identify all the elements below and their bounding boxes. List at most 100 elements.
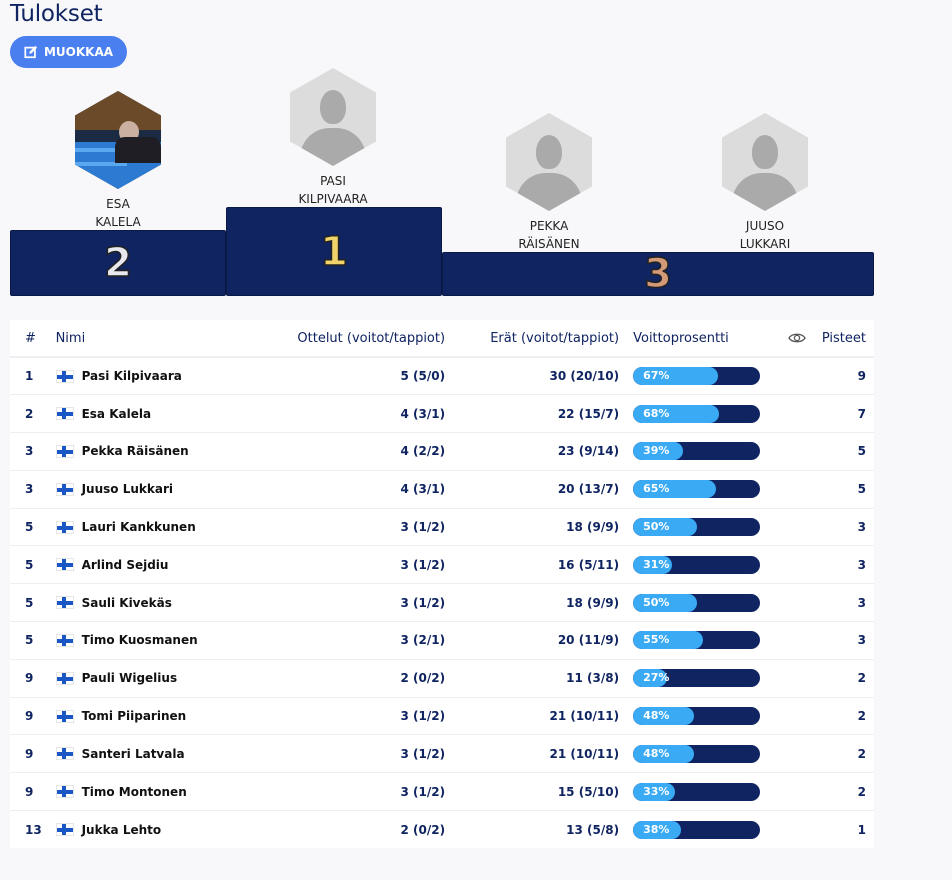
win-pct-label: 67% — [643, 369, 670, 383]
row-player-name[interactable]: Tomi Piiparinen — [81, 709, 187, 724]
row-player-name[interactable]: Pekka Räisänen — [81, 444, 189, 459]
win-pct-bar: 50% — [633, 593, 761, 612]
table-row[interactable]: 3 Juuso Lukkari 4 (3/1) 20 (13/7) 65% 5 — [10, 470, 874, 509]
player-last-name: KALELA — [95, 215, 141, 229]
row-matches: 3 (1/2) — [228, 583, 456, 623]
row-player-name[interactable]: Pauli Wigelius — [81, 671, 178, 686]
row-rank: 5 — [10, 508, 56, 547]
podium-place-2: 2 — [103, 239, 132, 287]
win-pct-bar-fill — [633, 744, 695, 763]
row-sets: 22 (15/7) — [455, 394, 634, 434]
player-last-name: LUKKARI — [739, 237, 791, 251]
row-points: 3 — [821, 621, 874, 660]
table-row[interactable]: 5 Timo Kuosmanen 3 (2/1) 20 (11/9) 55% 3 — [10, 621, 874, 660]
row-points: 5 — [821, 470, 874, 509]
win-pct-label: 27% — [643, 671, 670, 685]
win-pct-bar-fill — [633, 820, 682, 839]
table-row[interactable]: 5 Sauli Kivekäs 3 (1/2) 18 (9/9) 50% 3 — [10, 583, 874, 623]
win-pct-label: 39% — [643, 444, 670, 458]
win-pct-label: 50% — [643, 520, 670, 534]
finland-flag-icon — [55, 596, 74, 610]
row-player-name[interactable]: Sauli Kivekäs — [81, 595, 172, 610]
row-player-name[interactable]: Timo Montonen — [81, 784, 187, 799]
row-player-name[interactable]: Santeri Latvala — [81, 746, 185, 761]
row-matches: 4 (3/1) — [228, 470, 456, 509]
win-pct-label: 48% — [643, 746, 670, 760]
win-pct-label: 68% — [643, 406, 670, 420]
row-rank: 5 — [10, 621, 56, 660]
table-row[interactable]: 5 Arlind Sejdiu 3 (1/2) 16 (5/11) 31% 3 — [10, 545, 874, 585]
podium-player-third-b[interactable]: JUUSO LUKKARI — [705, 113, 825, 253]
row-points: 2 — [821, 659, 874, 698]
row-player-name[interactable]: Pasi Kilpivaara — [81, 369, 182, 384]
win-pct-bar: 39% — [633, 442, 761, 461]
player-first-name: PASI — [320, 174, 346, 188]
header-name[interactable]: Nimi — [55, 320, 229, 358]
header-win-pct[interactable]: Voittoprosentti — [633, 320, 773, 358]
table-row[interactable]: 1 Pasi Kilpivaara 5 (5/0) 30 (20/10) 67%… — [10, 357, 874, 396]
finland-flag-icon — [55, 407, 74, 421]
row-sets: 15 (5/10) — [455, 772, 634, 812]
podium-player-first[interactable]: PASI KILPIVAARA — [273, 68, 393, 208]
table-row[interactable]: 5 Lauri Kankkunen 3 (1/2) 18 (9/9) 50% 3 — [10, 508, 874, 547]
row-points: 5 — [821, 432, 874, 471]
table-row[interactable]: 13 Jukka Lehto 2 (0/2) 13 (5/8) 38% 1 — [10, 811, 874, 849]
row-player-name[interactable]: Esa Kalela — [81, 406, 152, 421]
row-sets: 18 (9/9) — [455, 508, 634, 547]
row-player-name[interactable]: Lauri Kankkunen — [81, 520, 196, 535]
row-player-name[interactable]: Timo Kuosmanen — [81, 633, 198, 648]
header-visibility[interactable] — [772, 320, 822, 358]
row-matches: 3 (1/2) — [228, 697, 456, 736]
win-pct-bar-fill — [633, 367, 719, 386]
player-last-name: RÄISÄNEN — [518, 237, 580, 251]
header-matches[interactable]: Ottelut (voitot/tappiot) — [228, 320, 456, 358]
podium-player-third-a[interactable]: PEKKA RÄISÄNEN — [489, 113, 609, 253]
row-sets: 16 (5/11) — [455, 545, 634, 585]
podium-block-first: 1 — [226, 207, 442, 296]
table-row[interactable]: 2 Esa Kalela 4 (3/1) 22 (15/7) 68% 7 — [10, 394, 874, 434]
win-pct-label: 55% — [643, 633, 670, 647]
win-pct-bar-fill — [633, 518, 697, 537]
podium-block-second: 2 — [10, 230, 226, 296]
table-row[interactable]: 3 Pekka Räisänen 4 (2/2) 23 (9/14) 39% 5 — [10, 432, 874, 471]
row-points: 3 — [821, 508, 874, 547]
row-rank: 9 — [10, 772, 56, 812]
podium-player-second[interactable]: ESA KALELA — [58, 91, 178, 231]
win-pct-label: 33% — [643, 784, 670, 798]
win-pct-bar-fill — [633, 593, 697, 612]
row-player-name[interactable]: Arlind Sejdiu — [81, 557, 169, 572]
player-avatar-placeholder — [722, 113, 808, 211]
row-player-name[interactable]: Jukka Lehto — [81, 822, 162, 837]
win-pct-bar: 67% — [633, 367, 761, 386]
row-points: 3 — [821, 583, 874, 623]
podium-block-third: 3 — [442, 250, 874, 298]
player-first-name: PEKKA — [529, 219, 569, 233]
row-points: 2 — [821, 697, 874, 736]
finland-flag-icon — [55, 709, 74, 723]
finland-flag-icon — [55, 671, 74, 685]
row-sets: 11 (3/8) — [455, 659, 634, 698]
table-row[interactable]: 9 Pauli Wigelius 2 (0/2) 11 (3/8) 27% 2 — [10, 659, 874, 698]
header-rank[interactable]: # — [10, 320, 56, 358]
row-player-name[interactable]: Juuso Lukkari — [81, 482, 173, 497]
win-pct-bar-fill — [633, 707, 695, 726]
row-rank: 5 — [10, 583, 56, 623]
row-points: 2 — [821, 772, 874, 812]
row-matches: 4 (2/2) — [228, 432, 456, 471]
row-matches: 3 (1/2) — [228, 545, 456, 585]
player-first-name: JUUSO — [745, 219, 785, 233]
win-pct-label: 65% — [643, 482, 670, 496]
eye-icon — [788, 333, 807, 343]
row-rank: 9 — [10, 659, 56, 698]
table-row[interactable]: 9 Tomi Piiparinen 3 (1/2) 21 (10/11) 48%… — [10, 697, 874, 736]
win-pct-bar: 55% — [633, 631, 761, 650]
row-sets: 30 (20/10) — [455, 357, 634, 396]
table-row[interactable]: 9 Timo Montonen 3 (1/2) 15 (5/10) 33% 2 — [10, 772, 874, 812]
header-sets[interactable]: Erät (voitot/tappiot) — [455, 320, 634, 358]
table-row[interactable]: 9 Santeri Latvala 3 (1/2) 21 (10/11) 48%… — [10, 734, 874, 774]
win-pct-label: 31% — [643, 557, 670, 571]
header-points[interactable]: Pisteet — [821, 320, 874, 358]
edit-button[interactable]: MUOKKAA — [10, 36, 127, 68]
win-pct-label: 50% — [643, 595, 670, 609]
row-sets: 23 (9/14) — [455, 432, 634, 471]
